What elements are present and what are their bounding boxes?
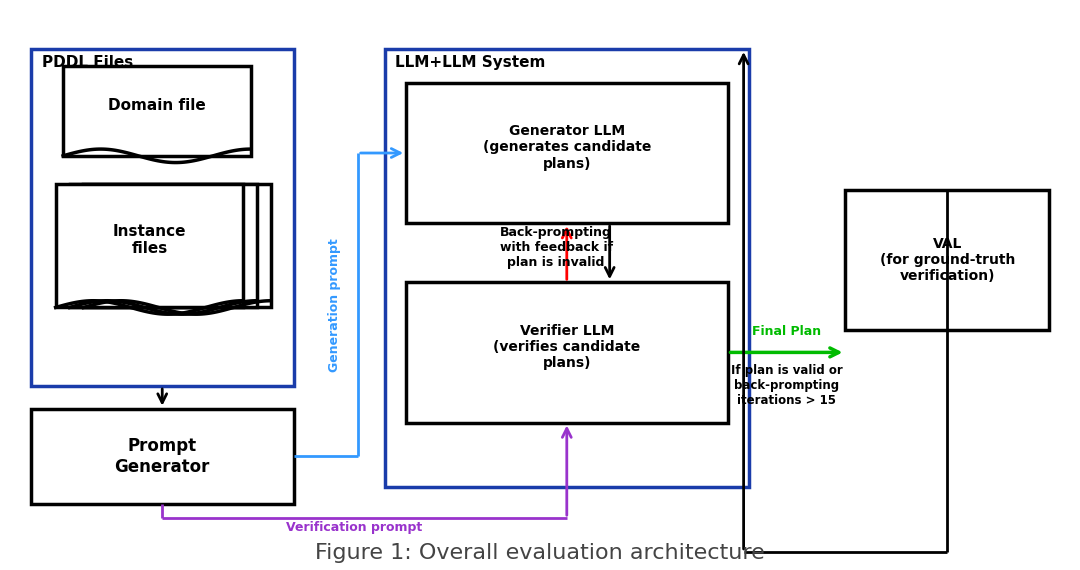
Text: Domain file: Domain file (108, 98, 206, 113)
Text: If plan is valid or
back-prompting
iterations > 15: If plan is valid or back-prompting itera… (730, 364, 842, 406)
Text: VAL
(for ground-truth
verification): VAL (for ground-truth verification) (879, 237, 1015, 283)
Text: Figure 1: Overall evaluation architecture: Figure 1: Overall evaluation architectur… (315, 543, 765, 563)
Bar (63, 66, 251, 156)
Text: Back-prompting
with feedback if
plan is invalid: Back-prompting with feedback if plan is … (500, 226, 612, 268)
Text: Instance
files: Instance files (112, 224, 186, 256)
Bar (31, 409, 294, 504)
Text: Generator LLM
(generates candidate
plans): Generator LLM (generates candidate plans… (483, 124, 651, 170)
Bar (406, 83, 728, 223)
Text: LLM+LLM System: LLM+LLM System (395, 55, 545, 70)
Text: Verification prompt: Verification prompt (286, 521, 422, 534)
Bar (55, 184, 243, 307)
Text: Verifier LLM
(verifies candidate
plans): Verifier LLM (verifies candidate plans) (494, 324, 640, 370)
Bar (846, 189, 1049, 330)
Bar (83, 184, 271, 307)
Text: Generation prompt: Generation prompt (327, 238, 340, 372)
Bar (384, 49, 748, 487)
Text: Prompt
Generator: Prompt Generator (114, 437, 210, 476)
Text: PDDL Files: PDDL Files (42, 55, 133, 70)
Bar (31, 49, 294, 386)
Text: Final Plan: Final Plan (752, 325, 821, 339)
Bar (406, 282, 728, 422)
Bar (69, 184, 257, 307)
